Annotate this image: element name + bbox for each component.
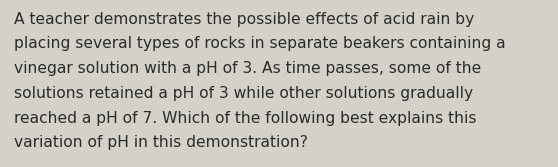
Text: solutions retained a pH of 3 while other solutions gradually: solutions retained a pH of 3 while other… [14, 86, 473, 101]
Text: variation of pH in this demonstration?: variation of pH in this demonstration? [14, 135, 308, 150]
Text: reached a pH of 7. Which of the following best explains this: reached a pH of 7. Which of the followin… [14, 111, 477, 126]
Text: vinegar solution with a pH of 3. As time passes, some of the: vinegar solution with a pH of 3. As time… [14, 61, 481, 76]
Text: placing several types of rocks in separate beakers containing a: placing several types of rocks in separa… [14, 36, 506, 51]
Text: A teacher demonstrates the possible effects of acid rain by: A teacher demonstrates the possible effe… [14, 12, 474, 27]
